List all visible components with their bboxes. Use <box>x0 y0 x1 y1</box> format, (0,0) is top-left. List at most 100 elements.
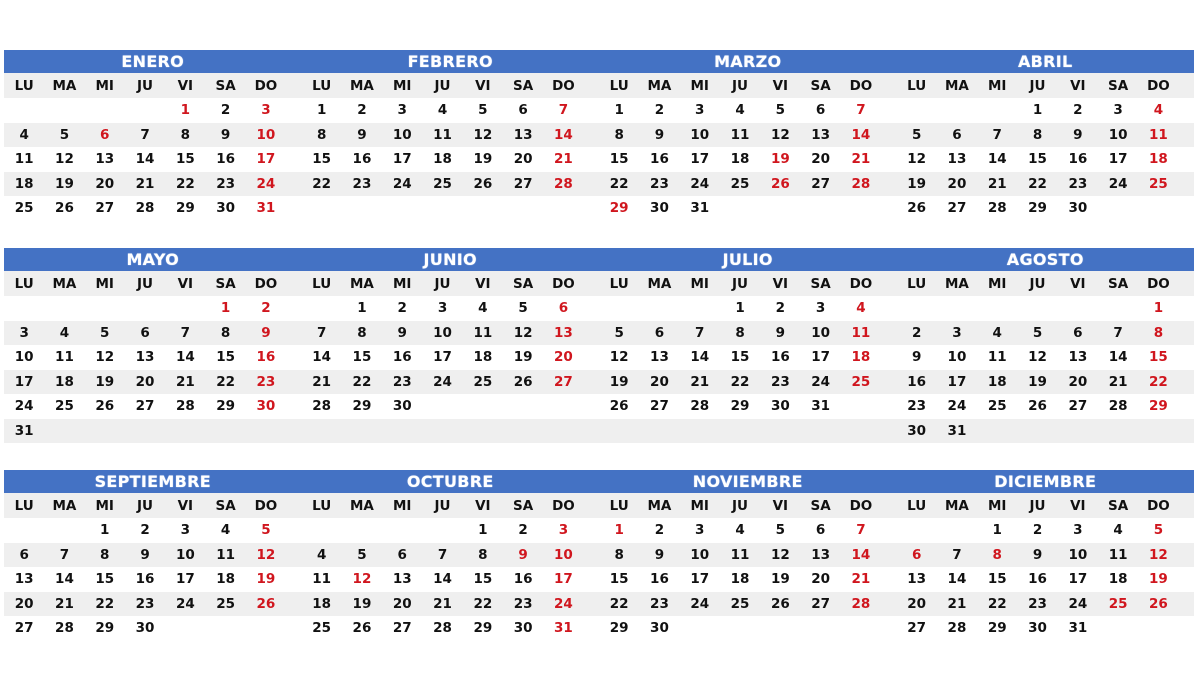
day-cell[interactable]: 16 <box>352 151 372 168</box>
holiday-day-cell[interactable]: 28 <box>851 175 871 192</box>
day-cell[interactable]: 23 <box>650 175 669 192</box>
day-cell[interactable]: 29 <box>987 620 1007 637</box>
day-cell[interactable]: 13 <box>650 349 669 366</box>
day-cell[interactable]: 13 <box>947 151 967 168</box>
holiday-day-cell[interactable]: 6 <box>911 546 922 563</box>
day-cell[interactable]: 16 <box>650 151 669 168</box>
holiday-day-cell[interactable]: 3 <box>558 522 569 539</box>
day-cell[interactable]: 8 <box>614 126 624 143</box>
day-cell[interactable]: 1 <box>992 522 1002 539</box>
day-cell[interactable]: 16 <box>770 349 790 366</box>
day-cell[interactable]: 8 <box>614 546 624 563</box>
day-cell[interactable]: 27 <box>811 175 831 192</box>
day-cell[interactable]: 1 <box>357 300 367 317</box>
day-cell[interactable]: 10 <box>433 324 452 341</box>
day-cell[interactable]: 27 <box>650 398 669 415</box>
holiday-day-cell[interactable]: 8 <box>1153 324 1164 341</box>
day-cell[interactable]: 1 <box>478 522 488 539</box>
day-cell[interactable]: 20 <box>14 595 34 612</box>
day-cell[interactable]: 22 <box>1028 175 1047 192</box>
day-cell[interactable]: 22 <box>987 595 1007 612</box>
day-cell[interactable]: 2 <box>911 324 922 341</box>
day-cell[interactable]: 10 <box>811 324 831 341</box>
holiday-day-cell[interactable]: 21 <box>851 151 871 168</box>
day-cell[interactable]: 10 <box>1068 546 1088 563</box>
day-cell[interactable]: 22 <box>352 373 372 390</box>
holiday-day-cell[interactable]: 17 <box>256 151 276 168</box>
holiday-day-cell[interactable]: 2 <box>261 300 271 317</box>
day-cell[interactable]: 4 <box>478 300 488 317</box>
holiday-day-cell[interactable]: 1 <box>180 102 191 119</box>
day-cell[interactable]: 15 <box>473 571 493 588</box>
holiday-day-cell[interactable]: 18 <box>851 349 871 366</box>
day-cell[interactable]: 15 <box>216 349 236 366</box>
day-cell[interactable]: 22 <box>95 595 115 612</box>
day-cell[interactable]: 8 <box>478 546 488 563</box>
day-cell[interactable]: 19 <box>770 571 790 588</box>
day-cell[interactable]: 15 <box>1028 151 1047 168</box>
day-cell[interactable]: 10 <box>690 546 710 563</box>
day-cell[interactable]: 7 <box>180 324 191 341</box>
day-cell[interactable]: 22 <box>175 175 195 192</box>
day-cell[interactable]: 13 <box>811 546 831 563</box>
day-cell[interactable]: 4 <box>220 522 231 539</box>
day-cell[interactable]: 1 <box>614 102 624 119</box>
holiday-day-cell[interactable]: 26 <box>1149 595 1168 612</box>
day-cell[interactable]: 24 <box>433 373 452 390</box>
day-cell[interactable]: 20 <box>1068 373 1088 390</box>
day-cell[interactable]: 14 <box>947 571 967 588</box>
day-cell[interactable]: 4 <box>437 102 448 119</box>
holiday-day-cell[interactable]: 11 <box>851 324 871 341</box>
day-cell[interactable]: 26 <box>609 398 629 415</box>
holiday-day-cell[interactable]: 24 <box>554 595 573 612</box>
day-cell[interactable]: 31 <box>1068 620 1088 637</box>
day-cell[interactable]: 22 <box>312 175 332 192</box>
holiday-day-cell[interactable]: 14 <box>851 546 871 563</box>
day-cell[interactable]: 25 <box>987 398 1007 415</box>
holiday-day-cell[interactable]: 6 <box>100 126 110 143</box>
day-cell[interactable]: 18 <box>433 151 452 168</box>
day-cell[interactable]: 19 <box>95 373 115 390</box>
day-cell[interactable]: 30 <box>1068 200 1088 217</box>
holiday-day-cell[interactable]: 23 <box>256 373 276 390</box>
day-cell[interactable]: 1 <box>735 300 745 317</box>
day-cell[interactable]: 17 <box>175 571 195 588</box>
day-cell[interactable]: 15 <box>730 349 750 366</box>
day-cell[interactable]: 21 <box>55 595 74 612</box>
day-cell[interactable]: 5 <box>614 324 624 341</box>
day-cell[interactable]: 2 <box>1073 102 1083 119</box>
holiday-day-cell[interactable]: 5 <box>1153 522 1164 539</box>
day-cell[interactable]: 30 <box>135 620 155 637</box>
day-cell[interactable]: 3 <box>695 102 705 119</box>
day-cell[interactable]: 6 <box>815 102 826 119</box>
day-cell[interactable]: 30 <box>513 620 533 637</box>
day-cell[interactable]: 23 <box>352 175 372 192</box>
day-cell[interactable]: 28 <box>947 620 967 637</box>
day-cell[interactable]: 23 <box>770 373 790 390</box>
day-cell[interactable]: 17 <box>14 373 34 390</box>
day-cell[interactable]: 12 <box>95 349 115 366</box>
day-cell[interactable]: 7 <box>316 324 327 341</box>
day-cell[interactable]: 3 <box>437 300 448 317</box>
day-cell[interactable]: 16 <box>392 349 412 366</box>
day-cell[interactable]: 9 <box>1073 126 1083 143</box>
day-cell[interactable]: 2 <box>140 522 150 539</box>
day-cell[interactable]: 12 <box>55 151 74 168</box>
day-cell[interactable]: 13 <box>95 151 115 168</box>
day-cell[interactable]: 6 <box>19 546 29 563</box>
day-cell[interactable]: 9 <box>220 126 231 143</box>
day-cell[interactable]: 14 <box>175 349 195 366</box>
day-cell[interactable]: 14 <box>135 151 155 168</box>
day-cell[interactable]: 7 <box>992 126 1002 143</box>
day-cell[interactable]: 3 <box>695 522 705 539</box>
day-cell[interactable]: 12 <box>907 151 927 168</box>
day-cell[interactable]: 15 <box>175 151 195 168</box>
day-cell[interactable]: 17 <box>811 349 831 366</box>
day-cell[interactable]: 27 <box>513 175 533 192</box>
day-cell[interactable]: 26 <box>1028 398 1047 415</box>
day-cell[interactable]: 7 <box>59 546 70 563</box>
holiday-day-cell[interactable]: 24 <box>256 175 276 192</box>
day-cell[interactable]: 20 <box>907 595 927 612</box>
holiday-day-cell[interactable]: 30 <box>256 398 276 415</box>
day-cell[interactable]: 29 <box>352 398 372 415</box>
